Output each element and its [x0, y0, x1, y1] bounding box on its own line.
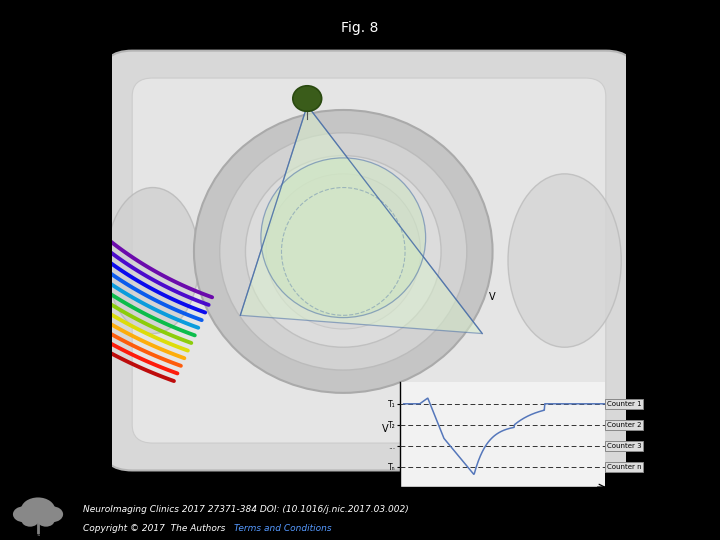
Text: Copyright © 2017  The Authors: Copyright © 2017 The Authors — [83, 524, 231, 532]
Circle shape — [22, 514, 39, 526]
FancyBboxPatch shape — [102, 51, 636, 470]
Circle shape — [13, 507, 35, 522]
Ellipse shape — [508, 174, 621, 347]
Circle shape — [21, 497, 55, 522]
Polygon shape — [240, 105, 482, 334]
Circle shape — [293, 86, 322, 111]
Ellipse shape — [261, 158, 426, 318]
Ellipse shape — [266, 174, 420, 329]
Text: Fig. 8: Fig. 8 — [341, 21, 379, 35]
Circle shape — [41, 507, 63, 522]
Text: Terms and Conditions: Terms and Conditions — [234, 524, 332, 532]
Text: Counter 3: Counter 3 — [607, 443, 642, 449]
Text: Counter 2: Counter 2 — [607, 422, 642, 428]
Ellipse shape — [107, 187, 199, 334]
Text: Counter 1: Counter 1 — [607, 401, 642, 407]
Ellipse shape — [246, 156, 441, 347]
Ellipse shape — [220, 133, 467, 370]
Text: NeuroImaging Clinics 2017 27371-384 DOI: (10.1016/j.nic.2017.03.002): NeuroImaging Clinics 2017 27371-384 DOI:… — [83, 505, 408, 514]
Y-axis label: V: V — [382, 424, 388, 434]
FancyBboxPatch shape — [132, 78, 606, 443]
Text: Counter n: Counter n — [607, 464, 642, 470]
Ellipse shape — [194, 110, 492, 393]
Circle shape — [37, 514, 55, 526]
Ellipse shape — [282, 187, 405, 315]
Text: ELSEVIER: ELSEVIER — [22, 534, 56, 539]
Text: V: V — [489, 292, 496, 302]
Text: t: t — [599, 495, 603, 504]
